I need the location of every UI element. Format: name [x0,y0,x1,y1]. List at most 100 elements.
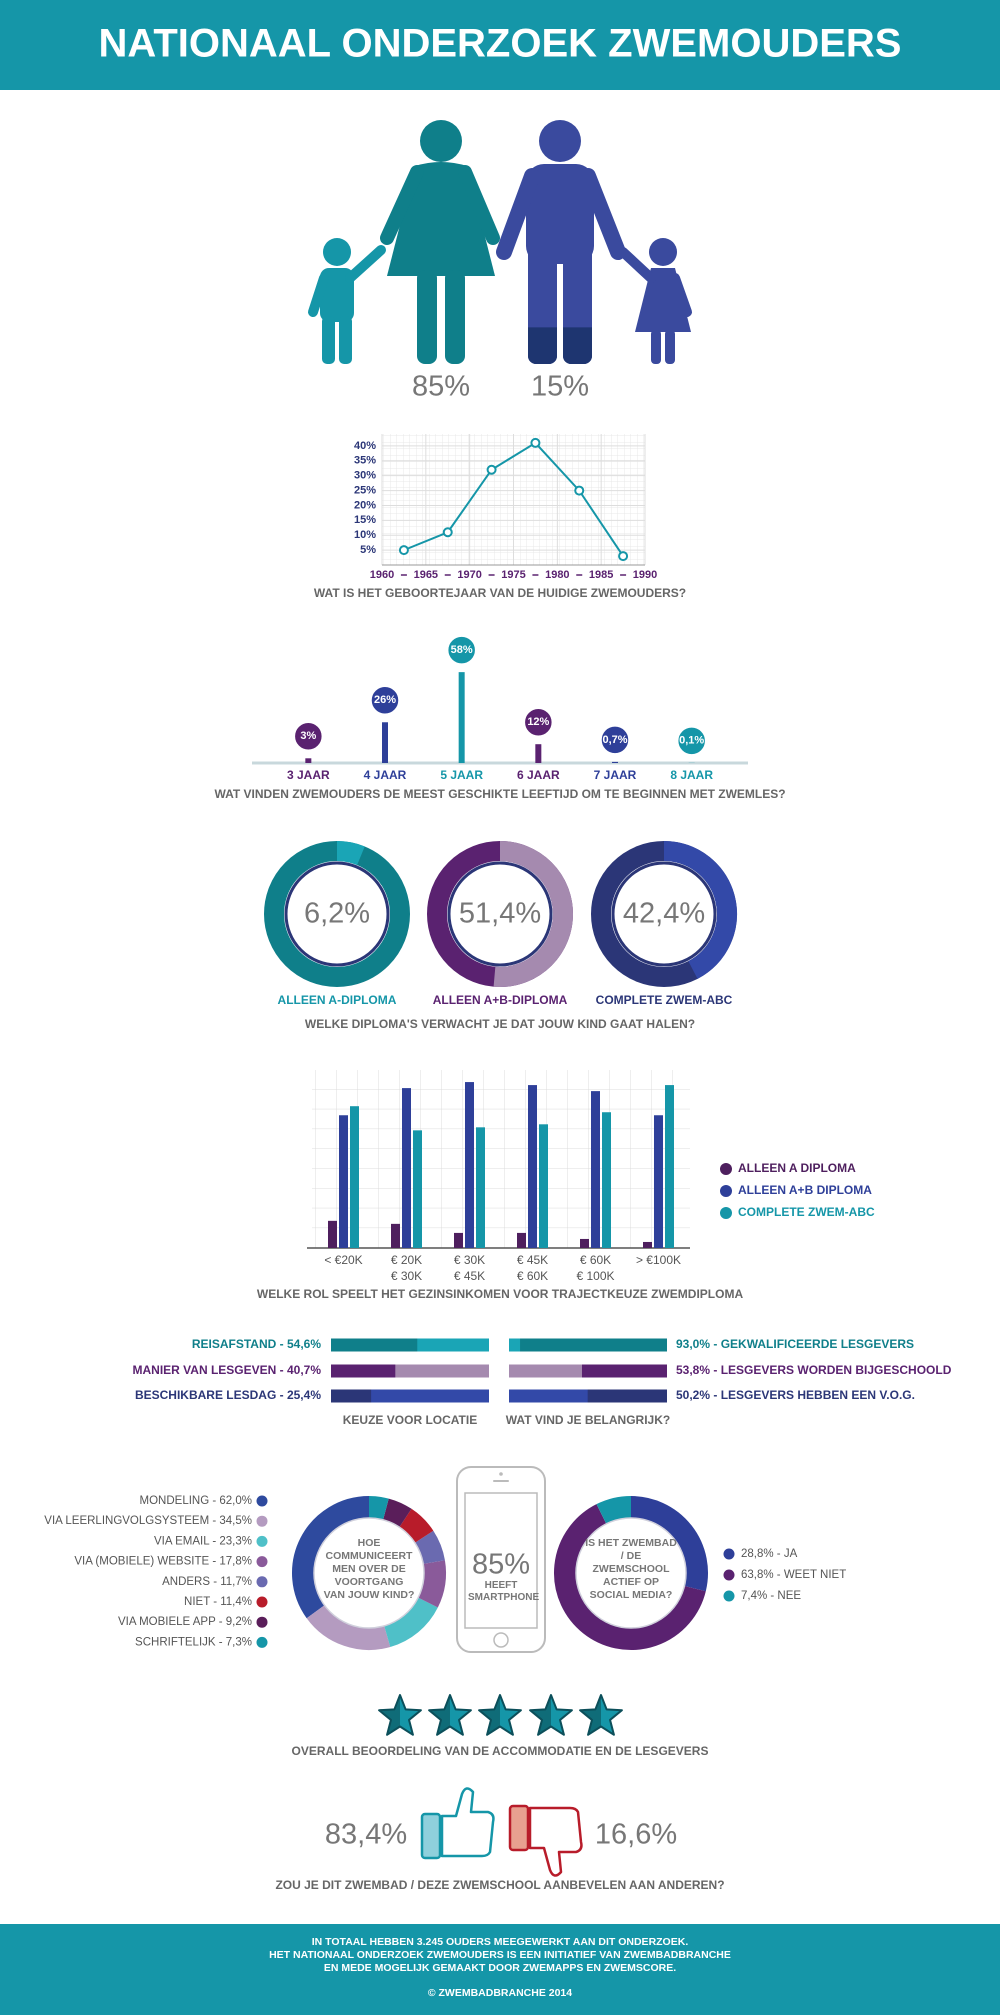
value-label: 51,4% [459,898,541,930]
footer-copyright: © ZWEMBADBRANCHE 2014 [428,1987,572,1999]
footer-line: HET NATIONAAL ONDERZOEK ZWEMOUDERS IS EE… [269,1949,731,1961]
line-point [574,485,585,496]
y-tick-label: 10% [354,529,376,541]
bar [539,1124,548,1248]
bar [465,1082,474,1248]
page-title: NATIONAAL ONDERZOEK ZWEMOUDERS [99,22,902,66]
phone-icon [456,1466,546,1653]
bar [476,1127,485,1248]
thumb-icon [420,1787,495,1860]
lollipop-head [676,726,707,756]
line-point [618,551,629,562]
legend-label: COMPLETE ZWEM-ABC [738,1205,875,1219]
category-label: ALLEEN A-DIPLOMA [278,993,397,1007]
donut-center-text: IS HET ZWEMBAD / DE ZWEMSCHOOL ACTIEF OP… [585,1537,677,1601]
figure-part [539,120,581,162]
bar [587,1389,667,1403]
legend-label: VIA (MOBIELE) WEBSITE - 17,8% [74,1556,252,1568]
stat-text: HEEFT SMARTPHONE [468,1580,540,1603]
figure-part [665,330,675,364]
donut-segment [414,1530,445,1565]
figure-part [322,316,335,364]
rating-star [478,1694,522,1736]
lollipop-head [293,721,324,752]
x-tick-label: 5 JAAR [440,768,483,782]
figure-part [496,168,540,260]
x-tick-label: 1970 [457,569,481,581]
bar [328,1220,337,1248]
figure-part [618,247,656,283]
x-tick-label: 8 JAAR [670,768,713,782]
legend-label: VIA MOBIELE APP - 9,2% [118,1616,252,1628]
bar-label: REISAFSTAND - 54,6% [192,1337,321,1351]
bar [591,1091,600,1248]
footer-band [0,1924,1000,2015]
lollipop-head [600,725,630,755]
figure-part [320,268,354,322]
donut-segment [417,1560,446,1608]
bar [391,1223,400,1248]
bar-label: 53,8% - LESGEVERS WORDEN BIJGESCHOOLD [676,1363,952,1377]
lollipop-head [370,685,400,716]
footer-line: EN MEDE MOGELIJK GEMAAKT DOOR ZWEMAPPS E… [324,1962,676,1974]
chart-title: WELKE DIPLOMA'S VERWACHT JE DAT JOUW KIN… [305,1017,695,1031]
bar [528,1085,537,1248]
figure-part [345,245,386,283]
lollipop-head [523,707,554,737]
legend-swatch [720,1185,732,1197]
bar [602,1112,611,1248]
legend-swatch [256,1495,268,1507]
y-tick-label: 40% [354,440,376,452]
x-tick-label: 7 JAAR [594,768,637,782]
x-tick-label: 1965 [414,569,438,581]
header-band [0,0,1000,90]
value-label: 0,7% [602,734,627,746]
x-tick-label: € 45K € 60K [516,1253,549,1283]
bar [350,1106,359,1248]
y-tick-label: 5% [360,544,376,556]
x-tick-label: 1975 [501,569,525,581]
legend-swatch [723,1548,735,1560]
legend-label: 28,8% - JA [741,1548,798,1560]
legend-swatch [720,1163,732,1175]
value-label: 15% [531,371,589,403]
legend-swatch [256,1535,268,1547]
rating-star [579,1694,623,1736]
bar [413,1130,422,1248]
lollipop-stem [612,761,618,763]
bar-label: 93,0% - GEKWALIFICEERDE LESGEVERS [676,1337,914,1351]
y-tick-label: 15% [354,514,376,526]
donut-segment [630,1496,708,1592]
footer-line: IN TOTAAL HEBBEN 3.245 OUDERS MEEGEWERKT… [312,1936,689,1948]
lollipop-stem [535,744,542,763]
bar-label: 50,2% - LESGEVERS HEBBEN EEN V.O.G. [676,1388,915,1402]
bar [331,1364,396,1378]
mother-figure [380,120,500,364]
ring-center [284,861,390,967]
donut-segment [398,1508,434,1544]
category-label: COMPLETE ZWEM-ABC [596,993,733,1007]
figure-part [308,273,329,317]
rating-star [378,1694,422,1736]
x-tick-label: 1960 [370,569,394,581]
line-point [530,437,541,448]
legend-label: 7,4% - NEE [741,1590,801,1602]
chart-title: WAT IS HET GEBOORTEJAAR VAN DE HUIDIGE Z… [314,586,686,600]
donut-center [575,1517,687,1629]
thumb-hand [440,1787,495,1858]
x-tick-label: € 20K € 30K [390,1253,423,1283]
figure-part [670,273,692,317]
child-figure [618,238,692,364]
legend-label: ALLEEN A DIPLOMA [738,1161,856,1175]
value-label: 85% [412,371,470,403]
lollipop-head [446,635,477,665]
bar [580,1238,589,1248]
bar [331,1389,372,1403]
ring-value [663,841,737,979]
bar [665,1085,674,1248]
lollipop-stem [305,758,312,763]
x-tick-label: 4 JAAR [364,768,407,782]
figure-part [458,165,500,245]
rating-star [529,1694,573,1736]
